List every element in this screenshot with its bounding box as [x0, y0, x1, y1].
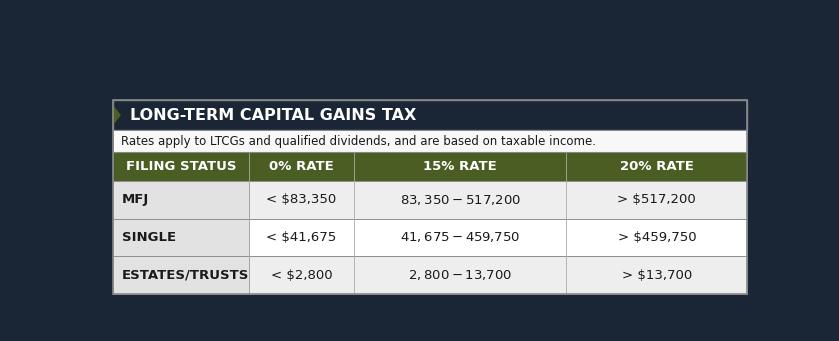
Text: < $2,800: < $2,800 [271, 269, 332, 282]
Text: 15% RATE: 15% RATE [423, 160, 497, 173]
Text: 0% RATE: 0% RATE [269, 160, 334, 173]
Text: FILING STATUS: FILING STATUS [126, 160, 236, 173]
Text: < $83,350: < $83,350 [266, 193, 336, 206]
Text: < $41,675: < $41,675 [266, 231, 336, 244]
Polygon shape [112, 104, 121, 125]
Bar [112, 219, 748, 256]
Text: $83,350 - $517,200: $83,350 - $517,200 [399, 193, 521, 207]
Text: SINGLE: SINGLE [122, 231, 176, 244]
Text: $2,800 - $13,700: $2,800 - $13,700 [408, 268, 513, 282]
Text: 20% RATE: 20% RATE [620, 160, 694, 173]
Text: LONG-TERM CAPITAL GAINS TAX: LONG-TERM CAPITAL GAINS TAX [130, 107, 417, 122]
Text: > $459,750: > $459,750 [618, 231, 696, 244]
Bar [112, 152, 748, 181]
Bar [112, 256, 249, 294]
Bar [112, 256, 748, 294]
Text: MFJ: MFJ [122, 193, 149, 206]
Bar [112, 181, 249, 219]
Text: Rates apply to LTCGs and qualified dividends, and are based on taxable income.: Rates apply to LTCGs and qualified divid… [121, 135, 596, 148]
Bar [112, 181, 748, 219]
Text: > $13,700: > $13,700 [622, 269, 692, 282]
Bar [112, 100, 748, 294]
Bar [112, 219, 249, 256]
Text: > $517,200: > $517,200 [618, 193, 696, 206]
Text: $41,675 - $459,750: $41,675 - $459,750 [400, 231, 520, 244]
Bar [112, 130, 748, 152]
Text: ESTATES/TRUSTS: ESTATES/TRUSTS [122, 269, 250, 282]
Bar [112, 100, 748, 130]
